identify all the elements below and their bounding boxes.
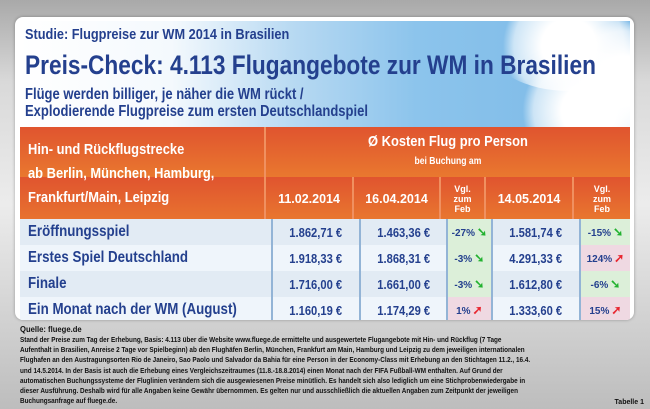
- sky-background: [19, 17, 634, 171]
- price-cell: 1.463,36 €: [358, 219, 447, 245]
- arrow-down-icon: ➘: [613, 225, 624, 239]
- footer-line: Flughafen an den Austragungsorten Rio de…: [20, 355, 531, 365]
- compare-value: 15%: [589, 306, 610, 317]
- compare-value: -3%: [454, 280, 473, 291]
- arrow-down-icon: ➘: [474, 251, 485, 265]
- table-row: Eröffnungsspiel 1.862,71 € 1.463,36 € -2…: [20, 219, 630, 245]
- subtitle-line: Explodierende Flugpreise zum ersten Deut…: [25, 103, 368, 120]
- arrow-up-icon: ➚: [614, 251, 625, 265]
- compare-cell: -3% ➘: [445, 245, 492, 271]
- price-cell: 1.918,33 €: [270, 245, 360, 271]
- price-value: 4.291,33 €: [509, 250, 563, 266]
- price-cell: 1.160,19 €: [270, 297, 360, 320]
- source: Quelle: fluege.de: [20, 324, 82, 334]
- compare-value: 1%: [456, 306, 471, 317]
- subtitle-line: Flüge werden billiger, je näher die WM r…: [25, 86, 304, 103]
- price-value: 1.661,00 €: [376, 276, 430, 292]
- kicker: Studie: Flugpreise zur WM 2014 in Brasil…: [25, 26, 290, 43]
- price-table-body: Eröffnungsspiel 1.862,71 € 1.463,36 € -2…: [20, 219, 630, 320]
- route-header-line: ab Berlin, München, Hamburg,: [28, 165, 215, 182]
- col-compare-1: Vgl. zum Feb: [440, 177, 486, 221]
- cost-header-title: Ø Kosten Flug pro Person: [368, 133, 528, 150]
- infographic-card: Studie: Flugpreise zur WM 2014 in Brasil…: [15, 17, 634, 320]
- arrow-up-icon: ➚: [472, 303, 483, 317]
- compare-cell: 15% ➚: [578, 297, 630, 320]
- price-value: 1.333,60 €: [509, 302, 563, 318]
- price-value: 1.868,31 €: [376, 250, 430, 266]
- price-cell: 1.174,29 €: [358, 297, 447, 320]
- compare-cell: 1% ➚: [445, 297, 492, 320]
- price-cell: 4.291,33 €: [490, 245, 580, 271]
- compare-value: 124%: [586, 254, 613, 265]
- table-row: Erstes Spiel Deutschland 1.918,33 € 1.86…: [20, 245, 630, 271]
- compare-value: -3%: [454, 254, 473, 265]
- compare-value: -27%: [451, 228, 475, 239]
- price-cell: 1.868,31 €: [358, 245, 447, 271]
- row-label-text: Eröffnungsspiel: [28, 223, 130, 240]
- footer-line: und 14.5.2014. In der Basis ist auch die…: [20, 365, 503, 375]
- row-label: Ein Monat nach der WM (August): [20, 297, 272, 320]
- route-header: Hin- und Rückflugstrecke ab Berlin, Münch…: [20, 127, 266, 221]
- arrow-up-icon: ➚: [611, 303, 622, 317]
- col-date-2: 16.04.2014: [353, 177, 441, 221]
- price-value: 1.581,74 €: [509, 224, 563, 240]
- route-header-line: Hin- und Rückflugstrecke: [28, 141, 185, 158]
- compare-cell: -15% ➘: [578, 219, 630, 245]
- footer-line: dieser Ausführung. Deshalb wird für alle…: [20, 386, 518, 396]
- arrow-down-icon: ➘: [474, 277, 485, 291]
- compare-cell: 124% ➚: [578, 245, 630, 271]
- footer-notes: Quelle: fluege.de Stand der Preise zum T…: [20, 324, 640, 406]
- price-cell: 1.661,00 €: [358, 271, 447, 297]
- arrow-down-icon: ➘: [476, 225, 488, 239]
- cost-header-subtitle: bei Buchung am: [414, 156, 482, 167]
- table-row: Finale 1.716,00 € 1.661,00 € -3% ➘ 1.612,…: [20, 271, 630, 297]
- compare-value: -15%: [587, 228, 612, 239]
- compare-cell: -27% ➘: [445, 219, 492, 245]
- price-cell: 1.716,00 €: [270, 271, 360, 297]
- price-table-header: Hin- und Rückflugstrecke ab Berlin, Münch…: [20, 127, 630, 221]
- compare-value: -6%: [590, 280, 609, 291]
- row-label: Erstes Spiel Deutschland: [20, 245, 272, 271]
- footer-line: Aufenthalt in Brasilien, Anreise 2 Tage …: [20, 345, 525, 355]
- route-header-line: Frankfurt/Main, Leipzig: [28, 189, 170, 206]
- price-value: 1.716,00 €: [289, 276, 343, 292]
- col-date-3: 14.05.2014: [485, 177, 574, 221]
- footer-line: automatischen Buchungssysteme der Flugli…: [20, 375, 526, 385]
- footer-line: Buchungsanfrage auf fluege.de.: [20, 396, 118, 406]
- arrow-down-icon: ➘: [610, 277, 621, 291]
- price-value: 1.918,33 €: [289, 250, 343, 266]
- table-label: Tabelle 1: [614, 399, 644, 406]
- footer-lines: Stand der Preise zum Tag der Erhebung, B…: [20, 335, 640, 406]
- row-label: Eröffnungsspiel: [20, 219, 272, 245]
- price-value: 1.612,80 €: [509, 276, 563, 292]
- subtitle: Flüge werden billiger, je näher die WM r…: [25, 86, 368, 120]
- footer-line: Stand der Preise zum Tag der Erhebung, B…: [20, 335, 502, 344]
- col-compare-2: Vgl. zum Feb: [593, 184, 611, 214]
- price-value: 1.160,19 €: [289, 302, 343, 318]
- price-cell: 1.581,74 €: [490, 219, 580, 245]
- compare-cell: -6% ➘: [578, 271, 630, 297]
- price-cell: 1.612,80 €: [490, 271, 580, 297]
- table-row: Ein Monat nach der WM (August) 1.160,19 …: [20, 297, 630, 320]
- row-label-text: Finale: [28, 275, 67, 292]
- price-value: 1.174,29 €: [376, 302, 430, 318]
- col-date-1: 11.02.2014: [265, 177, 354, 221]
- price-cell: 1.862,71 €: [270, 219, 360, 245]
- page-title: Preis-Check: 4.113 Flugangebote zur WM i…: [25, 50, 596, 80]
- price-cell: 1.333,60 €: [490, 297, 580, 320]
- price-value: 1.862,71 €: [289, 224, 343, 240]
- row-label: Finale: [20, 271, 272, 297]
- compare-cell: -3% ➘: [445, 271, 492, 297]
- row-label-text: Erstes Spiel Deutschland: [28, 249, 189, 266]
- cost-header: Ø Kosten Flug pro Person bei Buchung am: [265, 127, 630, 177]
- price-value: 1.463,36 €: [376, 224, 430, 240]
- row-label-text: Ein Monat nach der WM (August): [28, 301, 237, 318]
